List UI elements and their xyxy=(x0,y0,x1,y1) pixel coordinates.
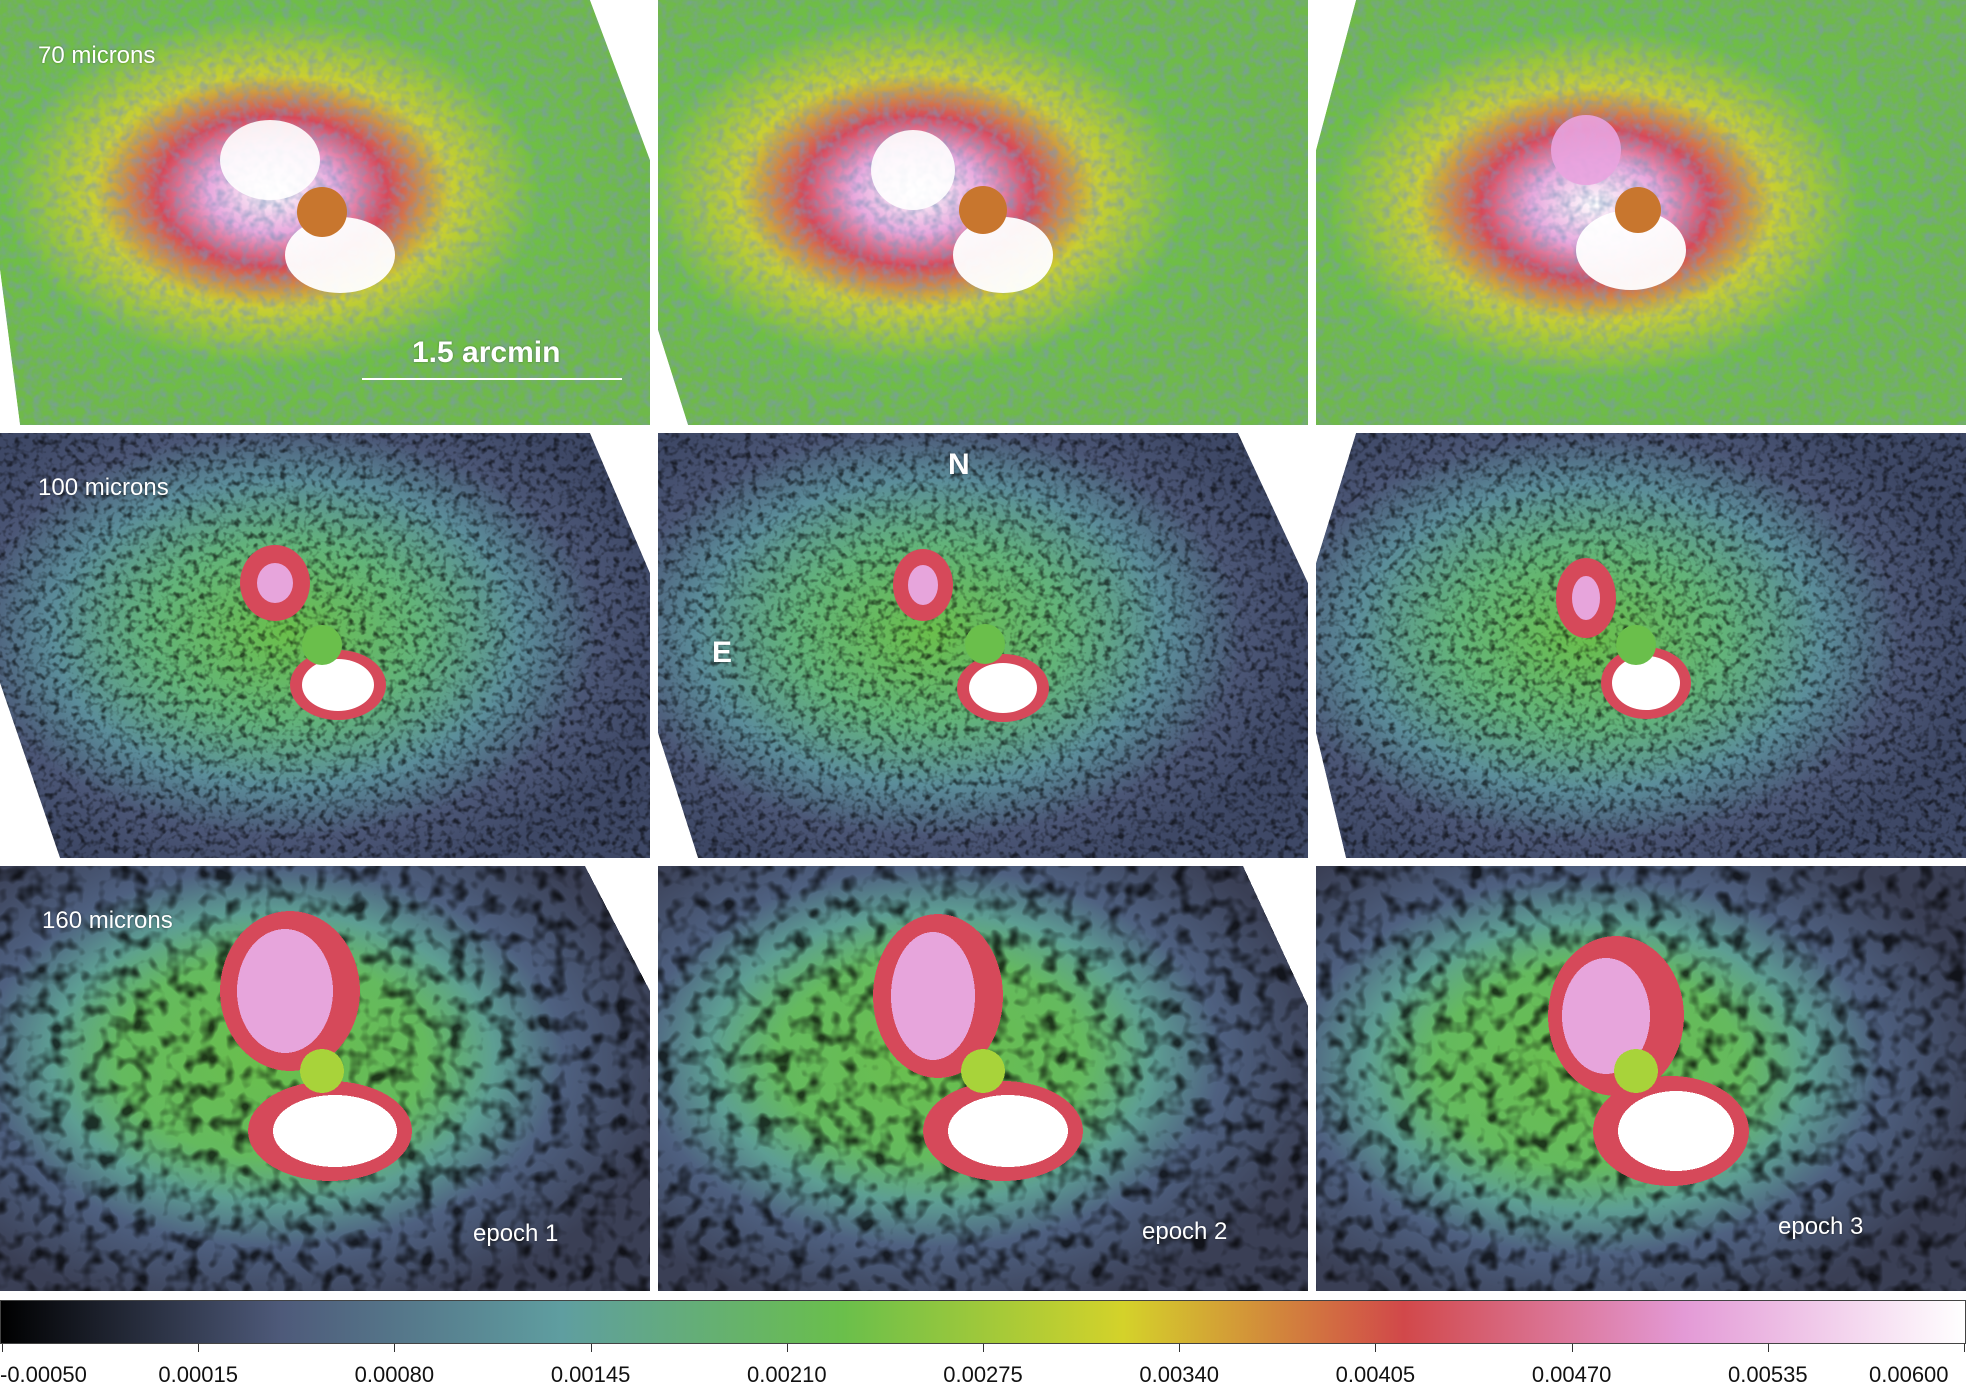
panel-70um-epoch2 xyxy=(658,0,1308,425)
colorbar-tick-label: 0.00145 xyxy=(550,1362,631,1387)
colorbar-tick-label: 0.00535 xyxy=(1728,1362,1808,1387)
panel-70um-epoch3 xyxy=(1316,0,1966,425)
colorbar-tick xyxy=(198,1344,200,1352)
panel-100um-epoch3 xyxy=(1316,433,1966,858)
panel-160um-epoch3 xyxy=(1316,866,1966,1291)
colorbar-tick-label: 0.00405 xyxy=(1335,1362,1416,1387)
colorbar-tick xyxy=(1375,1344,1377,1352)
band-label-100um: 100 microns xyxy=(38,474,169,501)
colorbar-tick-label: -0.00050 xyxy=(0,1362,87,1387)
epoch-label-3: epoch 3 xyxy=(1778,1213,1864,1240)
colorbar-tick-label: 0.00340 xyxy=(1139,1362,1219,1387)
colorbar-tick xyxy=(1179,1344,1181,1352)
colorbar-tick-label: 0.00015 xyxy=(158,1362,238,1387)
epoch-label-1: epoch 1 xyxy=(473,1220,559,1247)
colorbar-tick-label: 0.00600 xyxy=(1869,1362,1949,1387)
colorbar-tick-label: 0.00275 xyxy=(943,1362,1023,1387)
colorbar-tick xyxy=(983,1344,984,1352)
panel-100um-epoch1 xyxy=(0,433,650,858)
colorbar-tick xyxy=(394,1344,396,1352)
panel-160um-epoch1 xyxy=(0,866,650,1291)
compass-north: N xyxy=(948,448,970,481)
colorbar-tick xyxy=(590,1344,592,1352)
compass-east: E xyxy=(712,636,733,669)
colorbar-tick xyxy=(1964,1344,1965,1352)
scale-bar-label: 1.5 arcmin xyxy=(412,336,561,369)
colorbar-tick xyxy=(1571,1344,1573,1352)
colorbar-tick-label: 0.00470 xyxy=(1531,1362,1612,1387)
scale-bar xyxy=(362,378,622,380)
colorbar-tick-label: 0.00210 xyxy=(747,1362,827,1387)
band-label-70um: 70 microns xyxy=(38,42,156,69)
colorbar-tick xyxy=(786,1344,788,1352)
panel-70um-epoch1 xyxy=(0,0,650,425)
band-label-160um: 160 microns xyxy=(42,907,173,934)
colorbar-tick xyxy=(1767,1344,1769,1352)
colorbar-tick xyxy=(2,1344,3,1352)
colorbar xyxy=(0,1300,1966,1344)
epoch-label-2: epoch 2 xyxy=(1142,1218,1228,1245)
panel-160um-epoch2 xyxy=(658,866,1308,1291)
colorbar-tick-label: 0.00080 xyxy=(354,1362,435,1387)
panel-100um-epoch2 xyxy=(658,433,1308,858)
